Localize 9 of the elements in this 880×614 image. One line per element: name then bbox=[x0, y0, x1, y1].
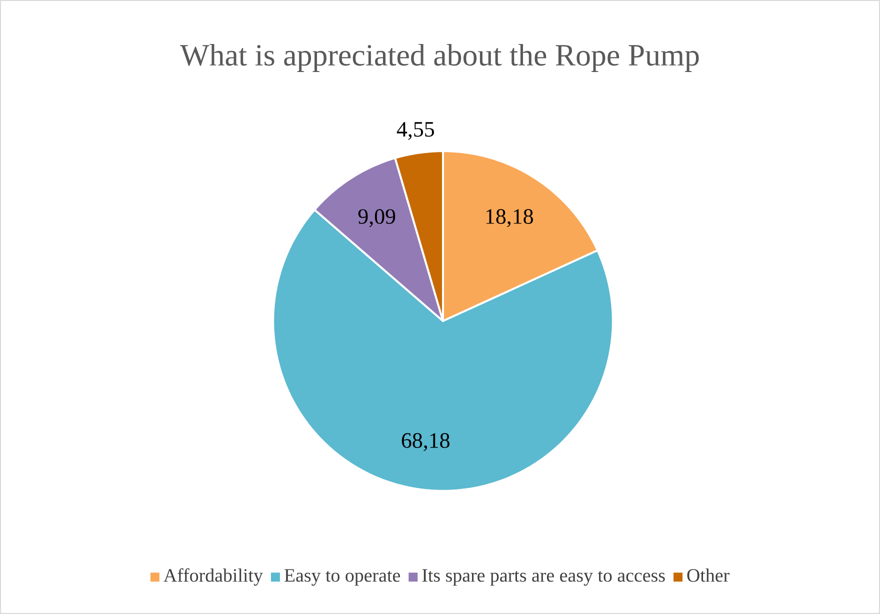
legend-label: Easy to operate bbox=[284, 569, 400, 586]
data-label: 68,18 bbox=[402, 433, 450, 452]
chart-title: What is appreciated about the Rope Pump bbox=[180, 44, 699, 72]
data-label: 18,18 bbox=[486, 209, 533, 228]
legend-label: Affordability bbox=[164, 568, 263, 586]
data-label: 9,09 bbox=[358, 209, 396, 228]
legend-label: Its spare parts are easy to access bbox=[422, 569, 665, 586]
data-label: 4,55 bbox=[396, 122, 434, 140]
legend-label: Other bbox=[687, 568, 730, 582]
